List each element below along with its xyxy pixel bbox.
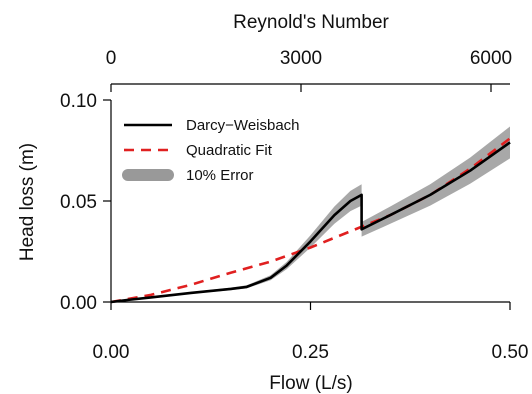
x-tick-label: 0.00 [93, 342, 130, 363]
series-line-quadratic-fit [110, 137, 511, 304]
top-axis-title: Reynold's Number [233, 12, 389, 33]
x-tick-label: 0.50 [492, 342, 529, 363]
legend-label-darcy-weisbach: Darcy−Weisbach [186, 117, 300, 134]
legend-label-quadratic-fit: Quadratic Fit [186, 142, 273, 159]
x-tick-label: 0.25 [292, 342, 329, 363]
error-band-segment-2 [361, 126, 510, 237]
x-axis-title: Flow (L/s) [269, 373, 352, 394]
y-tick-label: 0.00 [60, 293, 97, 314]
y-axis-title: Head loss (m) [17, 143, 38, 261]
y-tick-label: 0.10 [60, 91, 97, 112]
legend: Darcy−Weisbach Quadratic Fit 10% Error [122, 117, 300, 184]
series-line-darcy-weisbach [110, 141, 511, 304]
top-tick-label: 3000 [280, 48, 322, 69]
y-tick-label: 0.05 [60, 192, 97, 213]
error-band-segment-1 [111, 184, 362, 302]
series-layer [110, 137, 511, 304]
top-tick-label: 6000 [470, 48, 512, 69]
axes: 0.00 0.05 0.10 0.00 0.25 0.50 0 3000 6000 [60, 48, 528, 363]
top-tick-label: 0 [106, 48, 117, 69]
error-band-layer [111, 126, 510, 302]
legend-label-error-band: 10% Error [186, 167, 254, 184]
